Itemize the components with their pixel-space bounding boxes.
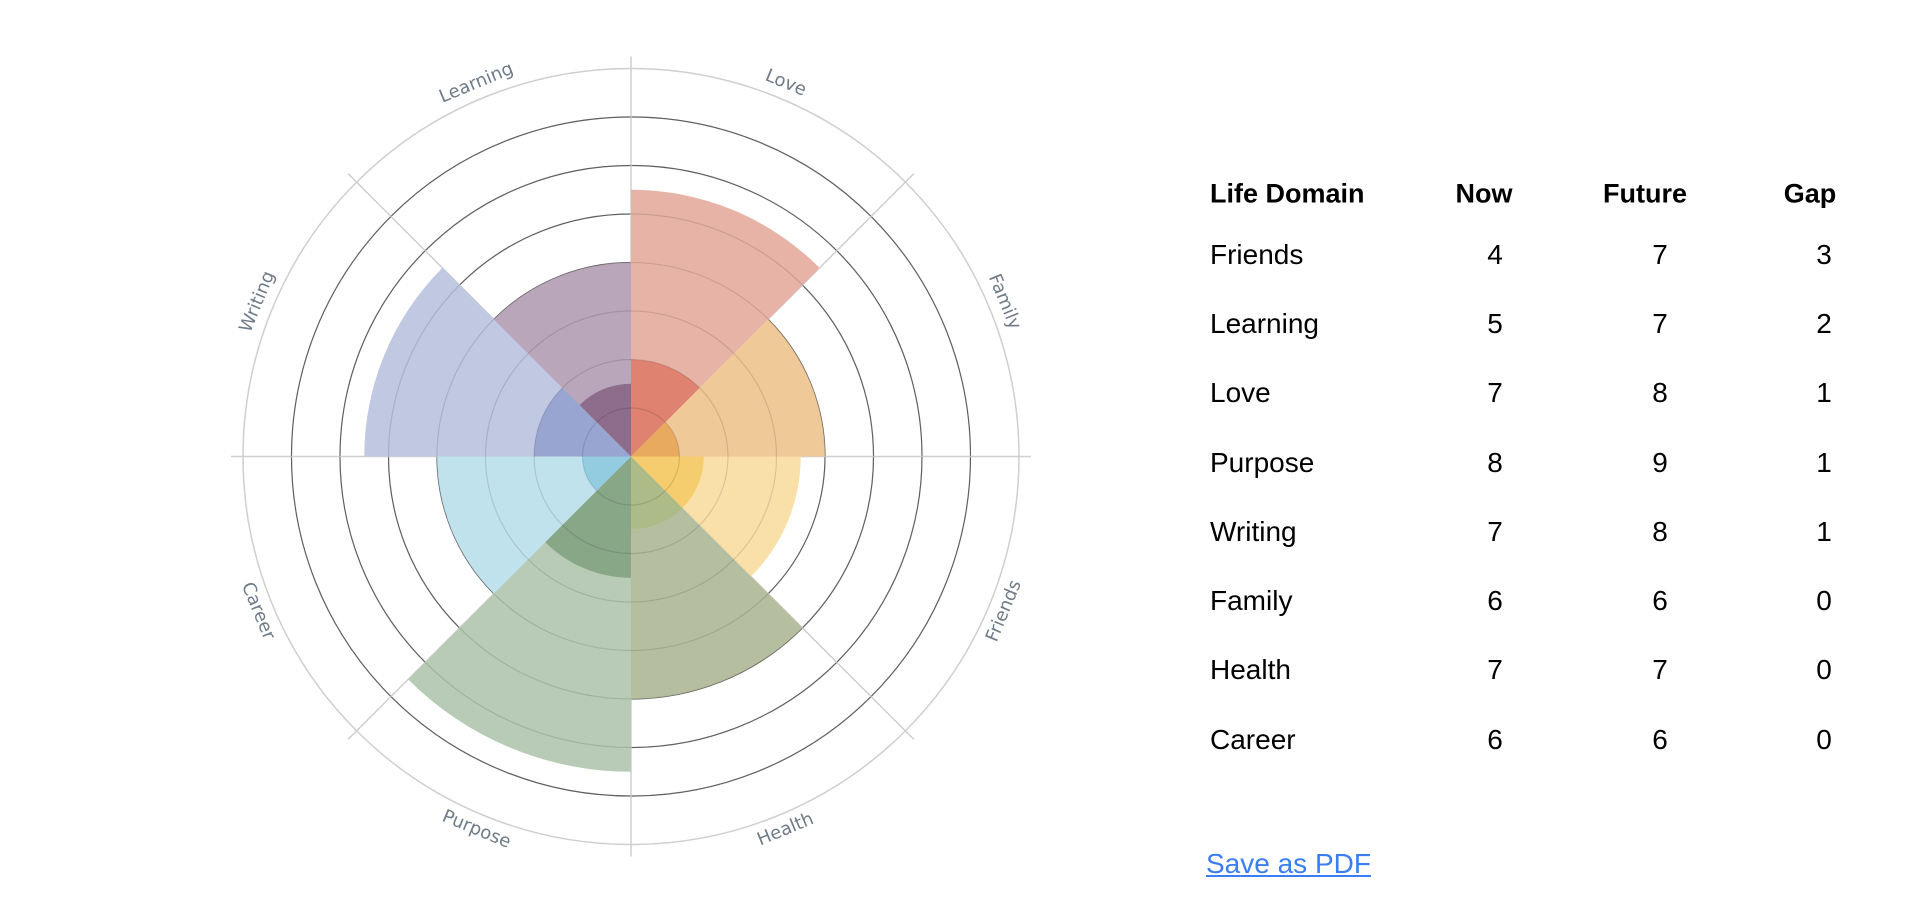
- table-row: Family 6 6 0: [1210, 566, 1870, 635]
- cell-gap: 0: [1816, 654, 1832, 686]
- grid-ring-overlay: [387, 213, 875, 700]
- table-row: Friends 4 7 3: [1210, 220, 1870, 289]
- cell-now: 6: [1487, 723, 1503, 755]
- cell-gap: 1: [1816, 515, 1832, 547]
- cell-future: 9: [1652, 446, 1668, 478]
- cell-gap: 0: [1816, 585, 1832, 617]
- bar-purpose-inner[interactable]: [545, 456, 631, 578]
- cell-gap: 1: [1816, 446, 1832, 478]
- bar-family-inner[interactable]: [631, 422, 680, 457]
- cell-domain: Writing: [1210, 515, 1297, 547]
- bar-career-inner[interactable]: [582, 456, 632, 491]
- cell-domain: Purpose: [1210, 446, 1315, 478]
- header-gap: Gap: [1783, 178, 1837, 208]
- cell-future: 6: [1652, 585, 1668, 617]
- table-row: Health 7 7 0: [1210, 636, 1870, 705]
- axis-label-family: Family: [984, 271, 1026, 333]
- grid-ring-overlay: [339, 164, 923, 749]
- bar-love-inner[interactable]: [631, 359, 700, 457]
- axis-label-love: Love: [762, 65, 809, 101]
- axis-label-friends: Friends: [982, 577, 1026, 645]
- bars: [364, 189, 825, 772]
- save-as-pdf-link[interactable]: Save as PDF: [1206, 848, 1371, 879]
- cell-future: 7: [1652, 654, 1668, 686]
- axis-label-health: Health: [754, 808, 817, 850]
- bar-friends-inner[interactable]: [631, 456, 704, 508]
- cell-future: 8: [1652, 515, 1668, 547]
- life-wheel-chart: LoveFamilyFriendsHealthPurposeCareerWrit…: [231, 56, 1031, 857]
- table-row: Purpose 8 9 1: [1210, 428, 1870, 497]
- cell-now: 7: [1487, 654, 1503, 686]
- cell-now: 4: [1487, 238, 1503, 270]
- bar-health-outer[interactable]: [631, 456, 803, 700]
- cell-gap: 0: [1816, 723, 1832, 755]
- cell-gap: 2: [1816, 307, 1832, 339]
- cell-domain: Health: [1210, 654, 1291, 686]
- cell-future: 7: [1652, 238, 1668, 270]
- cell-now: 7: [1487, 377, 1503, 409]
- grid-ring-overlay: [436, 261, 826, 652]
- header-now: Now: [1455, 178, 1513, 208]
- cell-now: 5: [1487, 307, 1503, 339]
- grid-ring-overlay: [533, 358, 729, 555]
- polar-grid-overlay: [290, 116, 972, 797]
- cell-domain: Love: [1210, 377, 1271, 409]
- cell-domain: Learning: [1210, 307, 1319, 339]
- grid-ring-overlay: [290, 116, 972, 797]
- cell-gap: 3: [1816, 238, 1832, 270]
- cell-gap: 1: [1816, 377, 1832, 409]
- axis-label-writing: Writing: [235, 268, 279, 335]
- table-header: Life Domain Now Future Gap: [1210, 167, 1870, 220]
- bar-family-outer[interactable]: [631, 319, 825, 457]
- life-domain-table: Life Domain Now Future Gap Friends 4 7 3 Lea…: [1210, 167, 1870, 774]
- grid-ring-overlay: [581, 407, 681, 506]
- bar-learning-inner[interactable]: [579, 383, 631, 457]
- header-life-domain: Life Domain: [1210, 178, 1365, 208]
- cell-now: 7: [1487, 515, 1503, 547]
- cell-domain: Career: [1210, 723, 1296, 755]
- cell-now: 8: [1487, 446, 1503, 478]
- table-row: Learning 5 7 2: [1210, 289, 1870, 358]
- table-row: Career 6 6 0: [1210, 705, 1870, 774]
- cell-domain: Family: [1210, 585, 1293, 617]
- bar-career-outer[interactable]: [437, 456, 631, 594]
- grid-ring-overlay: [484, 310, 778, 603]
- header-future: Future: [1603, 178, 1687, 208]
- cell-future: 8: [1652, 377, 1668, 409]
- table-body: Friends 4 7 3 Learning 5 7 2 Love 7 8 1 Purpose 8 9 1 Wr…: [1210, 220, 1870, 774]
- bar-health-inner[interactable]: [631, 456, 683, 530]
- table-row: Love 7 8 1: [1210, 359, 1870, 428]
- cell-domain: Friends: [1210, 238, 1304, 270]
- cell-future: 6: [1652, 723, 1668, 755]
- axis-label-career: Career: [237, 579, 280, 643]
- cell-future: 7: [1652, 307, 1668, 339]
- cell-now: 6: [1487, 585, 1503, 617]
- bar-writing-inner[interactable]: [534, 387, 631, 457]
- table-row: Writing 7 8 1: [1210, 497, 1870, 566]
